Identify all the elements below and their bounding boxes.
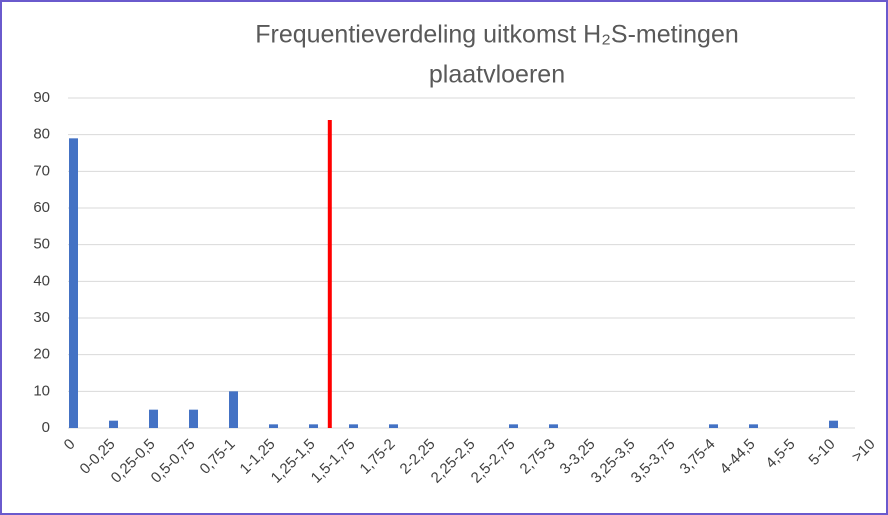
y-tick-label: 0 (42, 419, 50, 436)
y-tick-label: 40 (33, 272, 50, 289)
y-tick-label: 20 (33, 346, 50, 363)
chart-title: plaatvloeren (429, 61, 565, 89)
bar (829, 420, 838, 428)
y-tick-label: 80 (33, 126, 50, 143)
y-tick-label: 50 (33, 236, 50, 253)
bar (69, 138, 78, 429)
bar (109, 420, 118, 428)
bar (229, 391, 238, 428)
bar (189, 409, 198, 428)
bar (309, 424, 318, 428)
bar (549, 424, 558, 428)
y-tick-label: 90 (33, 89, 50, 106)
bar (709, 424, 718, 428)
bar (269, 424, 278, 428)
bar (389, 424, 398, 428)
y-tick-label: 60 (33, 199, 50, 216)
y-tick-label: 10 (33, 382, 50, 399)
bar (509, 424, 518, 428)
bar (149, 409, 158, 428)
y-tick-label: 30 (33, 309, 50, 326)
y-tick-label: 70 (33, 162, 50, 179)
bar (749, 424, 758, 428)
bar (349, 424, 358, 428)
chart-title: Frequentieverdeling uitkomst H₂S-metinge… (255, 21, 739, 49)
